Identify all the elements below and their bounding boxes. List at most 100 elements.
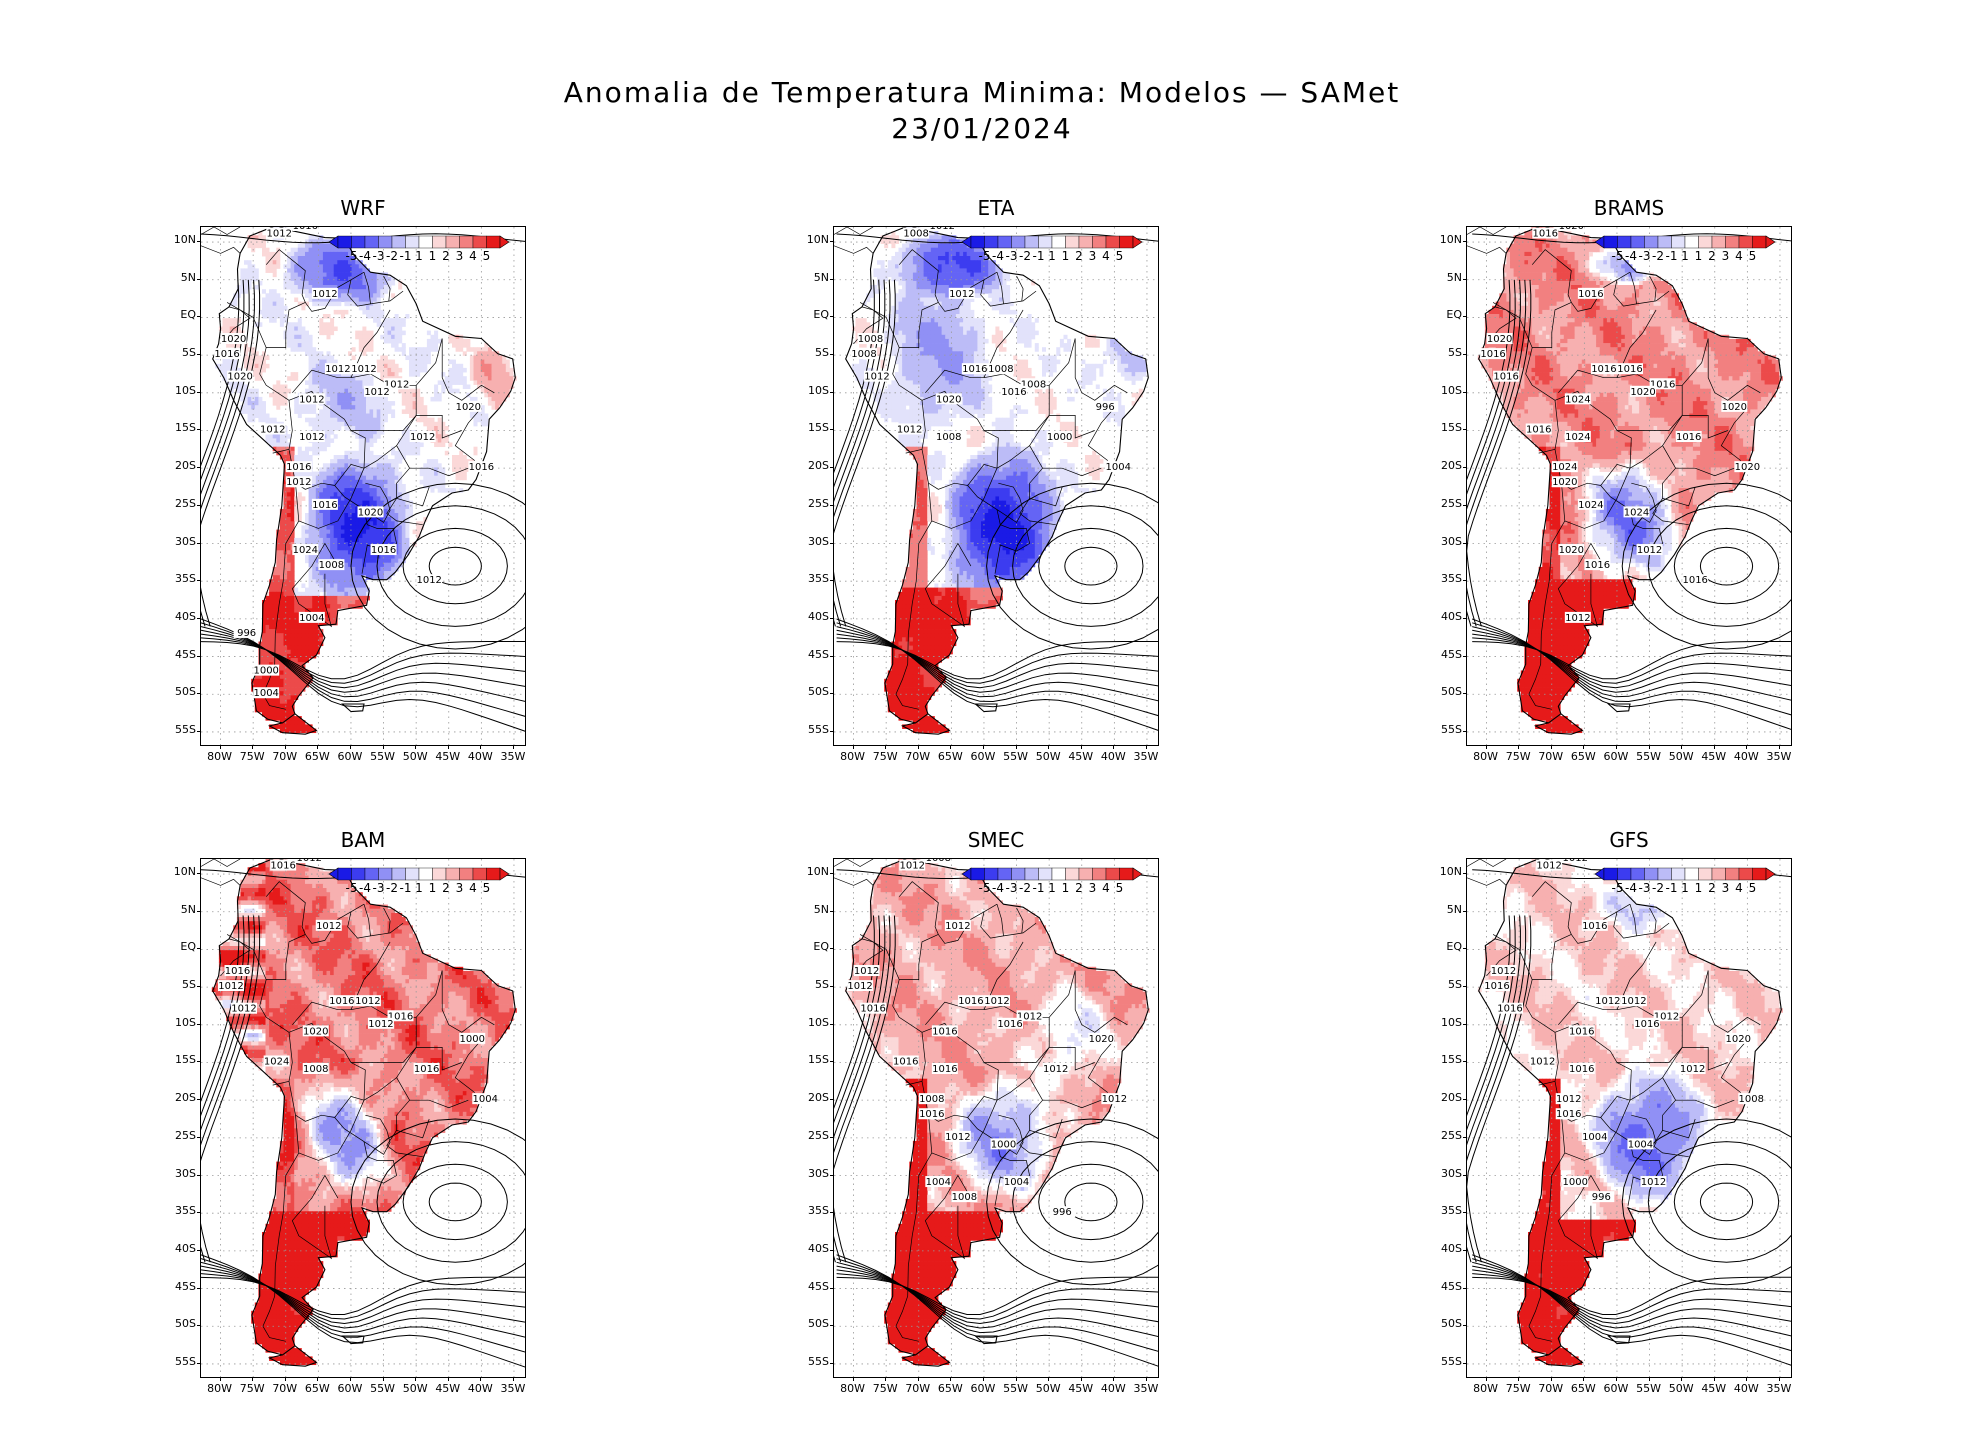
colorbar-tick-label: 3: [456, 249, 464, 263]
lon-label: 45W: [1066, 750, 1096, 763]
lon-tick: [1113, 1377, 1115, 1381]
isobar-label: 1012: [900, 861, 925, 872]
lat-label: 55S: [156, 1355, 196, 1368]
colorbar-smec: -5 -4 -3 -2 -1 1 1 2 3 4 5: [961, 867, 1143, 895]
lon-tick: [1015, 745, 1017, 749]
lon-label: 50W: [400, 750, 430, 763]
isobar-label: 1012: [410, 432, 435, 443]
lat-label: 5N: [1422, 271, 1462, 284]
lon-label: 55W: [1001, 750, 1031, 763]
coastline: [845, 227, 1149, 735]
isobar-label: 1016: [1497, 1004, 1522, 1015]
isobar-label: 1004: [473, 1094, 498, 1105]
colorbar-bam: -5 -4 -3 -2 -1 1 1 2 3 4 5: [328, 867, 510, 895]
lat-tick: [830, 354, 834, 356]
grid-lines: [834, 859, 1158, 1377]
colorbar-tick-label: -2: [1019, 249, 1031, 263]
lon-label: 80W: [1471, 750, 1501, 763]
lon-label: 55W: [368, 750, 398, 763]
lon-tick: [1583, 1377, 1585, 1381]
isobar-label: 1012: [299, 394, 324, 405]
lat-label: 15S: [789, 421, 829, 434]
lon-label: 45W: [433, 750, 463, 763]
colorbar-tick-label: 1: [1048, 881, 1056, 895]
lat-label: 10N: [789, 233, 829, 246]
isobar-label: 1004: [926, 1177, 951, 1188]
main-date: 23/01/2024: [0, 112, 1964, 145]
isobar-label: 1004: [1004, 1177, 1029, 1188]
lon-label: 45W: [1699, 750, 1729, 763]
lat-label: 25S: [156, 497, 196, 510]
lat-label: 40S: [1422, 1242, 1462, 1255]
lon-label: 70W: [270, 750, 300, 763]
lat-label: 35S: [1422, 572, 1462, 585]
lon-label: 40W: [1098, 1382, 1128, 1395]
lat-label: 15S: [156, 421, 196, 434]
isobar-label: 1016: [414, 1064, 439, 1075]
isobar-label: 1004: [253, 688, 278, 699]
lon-tick: [1648, 745, 1650, 749]
lon-tick: [885, 745, 887, 749]
lat-label: 20S: [156, 1091, 196, 1104]
colorbar-tick-label: -3: [1006, 249, 1018, 263]
lat-tick: [830, 617, 834, 619]
lat-tick: [1463, 1023, 1467, 1025]
lat-label: 5S: [156, 978, 196, 991]
lon-tick: [1113, 745, 1115, 749]
isobar-label: 1020: [456, 402, 481, 413]
lat-label: 20S: [789, 459, 829, 472]
lon-label: 50W: [1033, 750, 1063, 763]
lat-label: 5S: [789, 978, 829, 991]
lon-tick: [415, 745, 417, 749]
lon-tick: [950, 745, 952, 749]
isobar-label: 1012: [325, 364, 350, 375]
lat-tick: [830, 986, 834, 988]
isobar-label: 1000: [1047, 432, 1072, 443]
lat-label: 55S: [1422, 1355, 1462, 1368]
lat-label: 30S: [156, 1167, 196, 1180]
lon-label: 75W: [870, 1382, 900, 1395]
lon-label: 75W: [237, 1382, 267, 1395]
lat-label: 25S: [789, 497, 829, 510]
lat-label: 5S: [1422, 346, 1462, 359]
lon-tick: [284, 1377, 286, 1381]
lat-label: 10N: [156, 233, 196, 246]
lat-label: 35S: [789, 572, 829, 585]
isobar-labels: 1008101210121008100810121016100810081020…: [850, 227, 1132, 473]
lat-tick: [1463, 1061, 1467, 1063]
lon-label: 70W: [1536, 1382, 1566, 1395]
lat-tick: [197, 948, 201, 950]
lon-label: 80W: [205, 750, 235, 763]
isobar-label: 1020: [1089, 1034, 1114, 1045]
isobar-label: 1012: [854, 966, 879, 977]
lat-tick: [1463, 1287, 1467, 1289]
lon-tick: [852, 745, 854, 749]
isobar-label: 1020: [358, 507, 383, 518]
isobar-label: 1016: [312, 500, 337, 511]
lat-tick: [197, 580, 201, 582]
isobar-label: 1024: [1578, 500, 1603, 511]
lon-label: 70W: [903, 750, 933, 763]
lon-label: 80W: [1471, 1382, 1501, 1395]
isobar-label: 1012: [1641, 1177, 1666, 1188]
lon-tick: [415, 1377, 417, 1381]
colorbar-eta: -5 -4 -3 -2 -1 1 1 2 3 4 5: [961, 235, 1143, 263]
lat-tick: [830, 278, 834, 280]
lon-tick: [284, 745, 286, 749]
lat-label: 5N: [789, 903, 829, 916]
lon-tick: [852, 1377, 854, 1381]
lat-tick: [1463, 1362, 1467, 1364]
lon-tick: [1550, 1377, 1552, 1381]
isobar-label: 1016: [1001, 387, 1026, 398]
lat-tick: [197, 693, 201, 695]
isobar-label: 1000: [460, 1034, 485, 1045]
lon-label: 55W: [1634, 750, 1664, 763]
isobar-label: 1012: [945, 921, 970, 932]
anomaly-field: [1477, 227, 1783, 734]
isobar-label: 1012: [1621, 996, 1646, 1007]
lon-tick: [1648, 1377, 1650, 1381]
lon-label: 40W: [465, 750, 495, 763]
lat-label: 50S: [156, 685, 196, 698]
colorbar-tick-label: 2: [1075, 881, 1083, 895]
lat-tick: [197, 873, 201, 875]
